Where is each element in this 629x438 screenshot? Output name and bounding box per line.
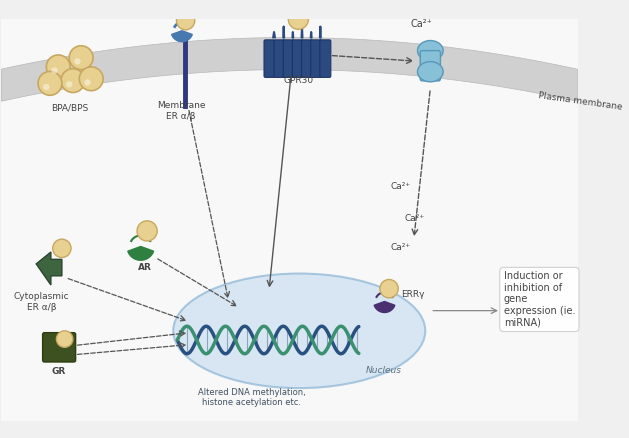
FancyBboxPatch shape bbox=[43, 332, 75, 362]
Circle shape bbox=[79, 67, 103, 91]
Circle shape bbox=[43, 84, 50, 90]
Polygon shape bbox=[172, 31, 192, 42]
Text: Ca²⁺: Ca²⁺ bbox=[391, 182, 411, 191]
Text: Ca²⁺: Ca²⁺ bbox=[404, 214, 425, 223]
Ellipse shape bbox=[418, 41, 443, 61]
Text: Cytoplasmic
ER α/β: Cytoplasmic ER α/β bbox=[14, 292, 70, 312]
Circle shape bbox=[380, 279, 398, 298]
Circle shape bbox=[84, 79, 91, 86]
Text: Induction or
inhibition of
gene
expression (ie.
miRNA): Induction or inhibition of gene expressi… bbox=[504, 271, 575, 328]
Polygon shape bbox=[1, 38, 578, 102]
FancyBboxPatch shape bbox=[274, 40, 285, 78]
Circle shape bbox=[288, 9, 308, 29]
Polygon shape bbox=[1, 19, 578, 69]
Ellipse shape bbox=[418, 62, 443, 82]
Polygon shape bbox=[374, 301, 395, 312]
Text: AR: AR bbox=[138, 263, 152, 272]
Text: GR: GR bbox=[51, 367, 65, 377]
Text: Plasma membrane: Plasma membrane bbox=[538, 91, 623, 112]
Circle shape bbox=[74, 58, 81, 64]
Polygon shape bbox=[1, 70, 578, 420]
Circle shape bbox=[177, 11, 195, 30]
Text: Membrane
ER α/β: Membrane ER α/β bbox=[157, 101, 205, 121]
Text: GPR30: GPR30 bbox=[283, 76, 313, 85]
FancyBboxPatch shape bbox=[311, 40, 321, 78]
FancyBboxPatch shape bbox=[320, 40, 331, 78]
FancyBboxPatch shape bbox=[283, 40, 294, 78]
Circle shape bbox=[38, 71, 62, 95]
FancyBboxPatch shape bbox=[264, 40, 275, 78]
Circle shape bbox=[57, 331, 73, 347]
Circle shape bbox=[47, 55, 70, 79]
Circle shape bbox=[69, 46, 93, 70]
Text: Altered DNA methylation,
histone acetylation etc.: Altered DNA methylation, histone acetyla… bbox=[198, 388, 306, 407]
FancyBboxPatch shape bbox=[420, 51, 440, 81]
Text: Ca²⁺: Ca²⁺ bbox=[391, 243, 411, 252]
Circle shape bbox=[61, 69, 85, 92]
Text: ERRγ: ERRγ bbox=[401, 290, 425, 299]
FancyBboxPatch shape bbox=[292, 40, 303, 78]
Polygon shape bbox=[128, 247, 153, 260]
Text: Ca²⁺: Ca²⁺ bbox=[410, 18, 432, 28]
Polygon shape bbox=[1, 19, 578, 420]
Text: Nucleus: Nucleus bbox=[365, 366, 401, 374]
Text: BPA/BPS: BPA/BPS bbox=[52, 103, 89, 113]
Ellipse shape bbox=[173, 274, 425, 388]
Polygon shape bbox=[36, 252, 62, 285]
Circle shape bbox=[53, 239, 71, 258]
Circle shape bbox=[52, 67, 58, 74]
Circle shape bbox=[137, 221, 157, 241]
FancyBboxPatch shape bbox=[301, 40, 313, 78]
Circle shape bbox=[66, 81, 72, 88]
